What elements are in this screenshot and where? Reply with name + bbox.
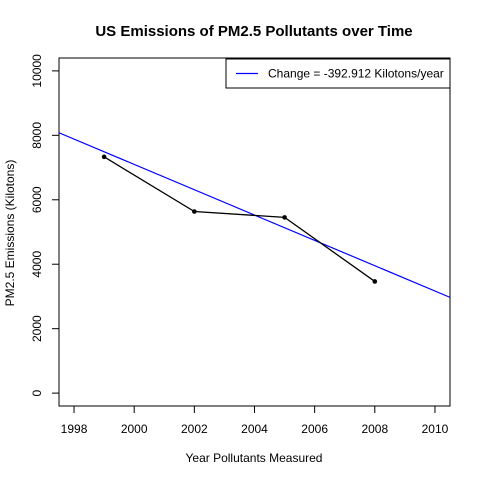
y-tick-label: 0 — [30, 389, 44, 396]
chart-title: US Emissions of PM2.5 Pollutants over Ti… — [95, 23, 412, 40]
x-axis-label: Year Pollutants Measured — [186, 451, 323, 465]
y-tick-label: 4000 — [30, 251, 44, 278]
y-tick-label: 10000 — [30, 54, 44, 88]
series-line — [103, 156, 376, 282]
x-tick-label: 2002 — [181, 422, 208, 436]
x-tick-label: 2000 — [121, 422, 148, 436]
data-point — [192, 209, 197, 214]
x-tick-label: 2010 — [422, 422, 449, 436]
data-point — [282, 215, 287, 220]
y-tick-label: 8000 — [30, 122, 44, 149]
x-tick-label: 2004 — [241, 422, 268, 436]
x-tick-label: 2006 — [301, 422, 328, 436]
plot-frame — [58, 57, 451, 407]
plot-area: 1998 2000 2002 2004 2006 2008 2010 0 2000 4000 600… — [30, 54, 451, 436]
y-tick-label: 2000 — [30, 315, 44, 342]
x-tick-label: 2008 — [361, 422, 388, 436]
y-axis-label: PM2.5 Emissions (Kilotons) — [3, 160, 17, 307]
x-tick-label: 1998 — [61, 422, 88, 436]
legend-box — [225, 58, 451, 89]
data-point — [101, 154, 107, 160]
legend-label: Change = -392.912 Kilotons/year — [268, 67, 444, 81]
data-point — [372, 279, 378, 284]
y-tick-label: 6000 — [30, 186, 44, 213]
